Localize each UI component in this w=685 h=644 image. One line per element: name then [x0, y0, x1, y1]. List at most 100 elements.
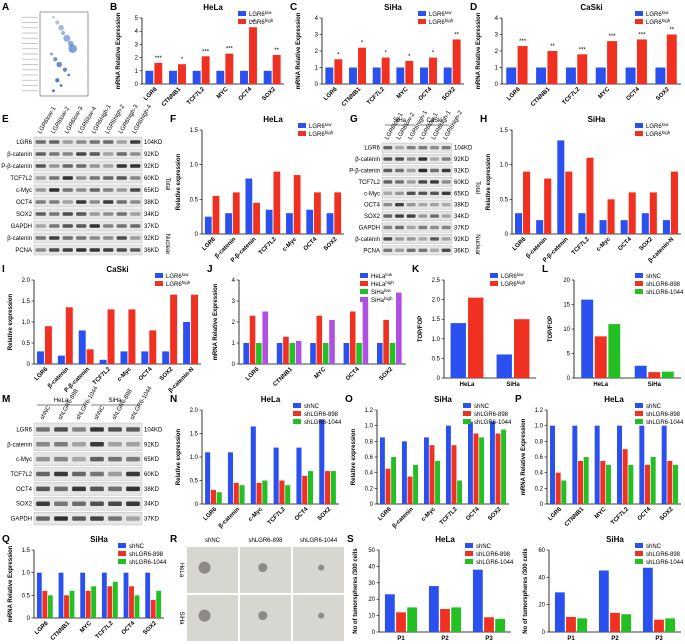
bar — [578, 213, 586, 234]
bar — [240, 70, 248, 84]
x-tick-label: LGR6 — [547, 506, 563, 522]
blot-strip — [381, 222, 453, 233]
section-label: Nuclear — [164, 234, 170, 255]
x-tick-label: LGR6 — [203, 506, 219, 522]
bar — [232, 192, 240, 234]
point — [62, 67, 68, 72]
x-tick-label: TCF7L2 — [571, 236, 591, 256]
bar — [452, 39, 461, 84]
band — [36, 486, 50, 492]
x-tick-label: CTNNB1 — [272, 366, 294, 388]
bar — [628, 464, 634, 504]
y-tick-label: 1.2 — [535, 408, 544, 414]
band — [395, 180, 404, 184]
bar — [523, 171, 531, 234]
y-tick-label: 2 — [232, 320, 236, 326]
band — [103, 176, 114, 180]
significance: ** — [454, 32, 459, 38]
band — [76, 236, 87, 240]
bar — [594, 336, 607, 378]
bar — [322, 343, 329, 364]
band — [395, 248, 404, 253]
group-label: HeLa — [54, 398, 69, 404]
x-tick-label: OCT4 — [121, 620, 137, 636]
x-tick-label: SOX2 — [379, 366, 395, 382]
legend-label: LGR6high — [429, 18, 454, 26]
x-tick-label: CTNNB1 — [341, 86, 363, 108]
y-tick-label: 0.2 — [535, 486, 544, 492]
bar — [307, 471, 314, 504]
bar — [428, 586, 439, 632]
blot-strip — [33, 467, 143, 481]
y-tick-label: 0 — [27, 362, 31, 368]
y-tick-label: 0 — [232, 362, 236, 368]
band — [430, 145, 439, 150]
band — [108, 442, 122, 447]
legend-swatch — [635, 19, 643, 24]
bar — [141, 351, 149, 364]
bar — [36, 572, 42, 618]
chart-title: SiHa — [588, 115, 606, 124]
x-tick-label: SOX2 — [441, 86, 457, 102]
point — [67, 73, 71, 77]
protein-label: P-β-catenin — [349, 169, 380, 175]
y-tick-label: 4 — [315, 16, 319, 22]
bar — [149, 330, 157, 364]
band — [430, 168, 439, 173]
legend-swatch — [118, 551, 126, 556]
band — [441, 248, 451, 253]
x-tick-label: SiHa — [648, 382, 662, 388]
legend-swatch — [635, 11, 643, 16]
micrograph — [187, 595, 238, 641]
significance: *** — [519, 39, 527, 45]
x-tick-label: c-Myc — [596, 236, 613, 253]
bar — [358, 47, 366, 84]
size-label: 65KD — [144, 457, 160, 463]
band — [383, 237, 393, 241]
y-tick-label: 2 — [495, 49, 499, 55]
panel-label: L — [542, 264, 548, 275]
band — [418, 145, 428, 150]
bar — [641, 213, 649, 234]
bar — [249, 315, 256, 364]
bar — [145, 572, 151, 618]
bar — [383, 319, 389, 364]
x-tick-label: P2 — [611, 636, 619, 642]
bar — [86, 349, 94, 364]
legend-label: shLGR6-1044 — [304, 420, 342, 426]
blot-strip — [381, 234, 453, 244]
legend-label: shLGR6-1044 — [474, 420, 512, 426]
legend-swatch — [360, 297, 368, 302]
y-tick-label: 5 — [135, 16, 139, 22]
band — [89, 164, 100, 168]
y-tick-label: 0.5 — [190, 479, 199, 485]
x-tick-label: LGR6 — [34, 366, 50, 382]
x-tick-label: LGR6 — [34, 620, 50, 636]
legend-label: SiHalow — [371, 288, 392, 296]
band — [49, 188, 60, 192]
x-tick-label: OCT4 — [138, 366, 154, 382]
bar — [216, 492, 222, 504]
band — [430, 237, 439, 241]
micrograph — [293, 547, 344, 593]
band — [130, 188, 141, 192]
legend-label: LGR6low — [501, 272, 524, 280]
blot-strip — [33, 184, 143, 196]
legend-label: shNC — [304, 404, 320, 410]
bar — [620, 220, 628, 234]
blot-strip — [33, 208, 143, 220]
band — [116, 200, 127, 204]
group-label: SiHa — [393, 118, 407, 124]
bar — [330, 471, 336, 504]
band — [90, 501, 104, 506]
legend-swatch — [418, 11, 426, 16]
size-label: 104KD — [144, 427, 163, 433]
size-label: 60KD — [454, 180, 470, 186]
bar — [376, 343, 383, 364]
bar — [661, 425, 667, 504]
band — [103, 248, 114, 252]
band — [103, 164, 114, 168]
x-tick-label: MYC — [396, 86, 410, 100]
size-label: 36KD — [454, 248, 470, 254]
